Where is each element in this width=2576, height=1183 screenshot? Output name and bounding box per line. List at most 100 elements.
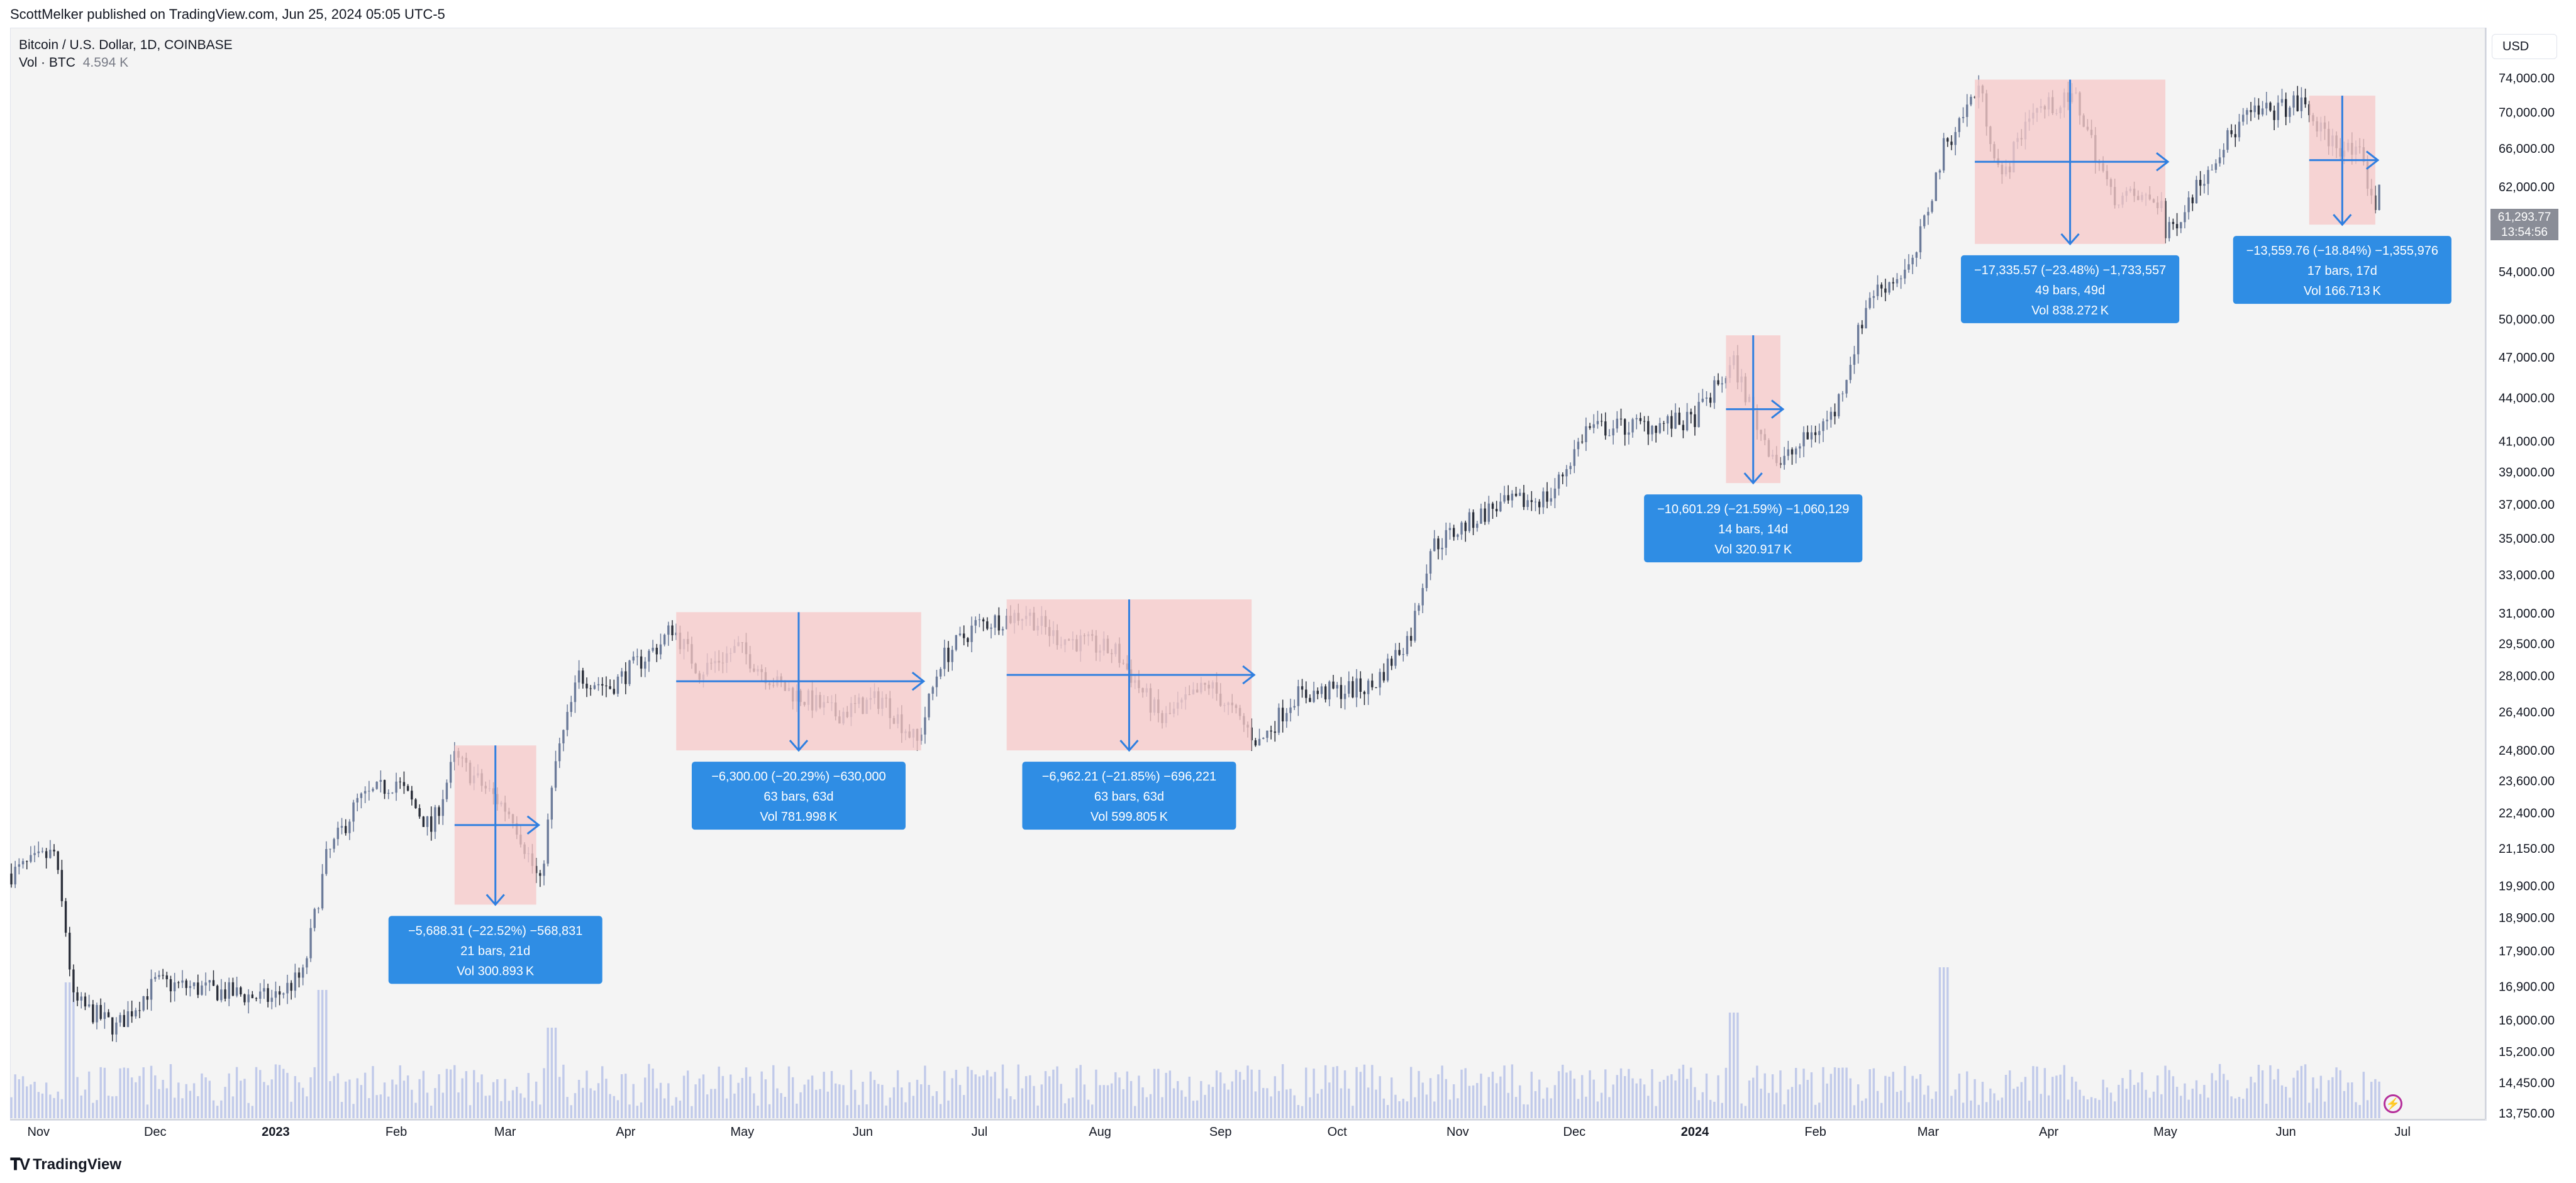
volume-bar: [49, 1094, 52, 1118]
candle-body: [1429, 551, 1432, 574]
volume-bar: [1857, 1084, 1860, 1118]
volume-bar: [2300, 1065, 2303, 1118]
volume-bar: [1519, 1085, 1521, 1118]
volume-bar: [1433, 1101, 1436, 1118]
price-tick-label: 47,000.00: [2499, 351, 2555, 365]
candle-body: [150, 979, 153, 1000]
volume-bar: [1328, 1082, 1331, 1118]
volume-bar: [1445, 1079, 1448, 1118]
volume-bar: [2273, 1079, 2275, 1118]
candle-body: [1845, 380, 1848, 394]
volume-bar: [414, 1102, 417, 1118]
candle-body: [931, 687, 934, 694]
candle-body: [2172, 221, 2175, 225]
candle-body: [2203, 184, 2206, 186]
volume-bar: [21, 1076, 25, 1118]
candle-body: [986, 621, 989, 629]
candle-body: [1379, 672, 1381, 688]
volume-bar: [1106, 1085, 1109, 1118]
volume-bar: [1899, 1090, 1902, 1118]
volume-bar: [748, 1076, 752, 1118]
volume-bar: [1573, 1079, 1576, 1118]
volume-bar: [1838, 1067, 1840, 1118]
volume-bar: [76, 1077, 79, 1118]
time-tick-label: Nov: [1446, 1125, 1469, 1139]
volume-bar: [177, 1082, 180, 1118]
candle-body: [935, 676, 938, 687]
measure-label-line: Vol 599.805 K: [1091, 810, 1169, 824]
time-tick-label: Aug: [1089, 1125, 1111, 1139]
candle-body: [1359, 678, 1362, 692]
symbol-legend[interactable]: Bitcoin / U.S. Dollar, 1D, COINBASE: [19, 38, 233, 52]
candle-body: [1352, 681, 1354, 697]
candle-body: [1464, 522, 1467, 531]
volume-bar: [1332, 1067, 1335, 1118]
volume-bar: [10, 1097, 13, 1118]
volume-bar: [1526, 1104, 1529, 1118]
volume-bar: [1208, 1084, 1210, 1118]
candle-body: [928, 694, 930, 718]
candle-body: [96, 1004, 98, 1023]
candle-body: [2214, 163, 2218, 170]
volume-bar: [577, 1079, 580, 1118]
volume-bar: [710, 1089, 713, 1118]
volume-bar: [1484, 1106, 1486, 1118]
volume-bar: [2331, 1077, 2334, 1118]
volume-bar: [718, 1066, 720, 1118]
volume-bar: [2358, 1105, 2361, 1118]
volume-bar: [1227, 1089, 1230, 1118]
candle-body: [1884, 288, 1887, 293]
volume-bar: [212, 1100, 215, 1118]
price-tick-label: 44,000.00: [2499, 391, 2555, 405]
price-tick-label: 33,000.00: [2499, 569, 2555, 582]
volume-bar: [1589, 1070, 1591, 1118]
volume-bar: [881, 1084, 884, 1118]
candle-body: [667, 625, 670, 635]
candle-body: [1550, 498, 1552, 502]
volume-bar: [889, 1097, 891, 1118]
volume-bar: [523, 1097, 526, 1118]
candle-body: [1398, 650, 1401, 655]
candle-body: [967, 638, 969, 642]
candle-body: [1382, 672, 1385, 681]
volume-bar: [1767, 1092, 1770, 1118]
price-tick-label: 41,000.00: [2499, 435, 2555, 448]
time-tick-label: 2023: [262, 1125, 290, 1139]
volume-bar: [204, 1077, 207, 1118]
volume-bar: [609, 1094, 611, 1118]
volume-bar: [1363, 1064, 1366, 1118]
candle-body: [1818, 431, 1821, 435]
volume-bar: [1153, 1069, 1156, 1118]
volume-bar: [1052, 1069, 1055, 1118]
candle-body: [387, 792, 390, 794]
lightning-icon[interactable]: ⚡: [2384, 1094, 2402, 1113]
volume-bar: [1865, 1098, 1867, 1118]
price-tick-label: 35,000.00: [2499, 532, 2555, 546]
volume-bar: [216, 1106, 219, 1118]
volume-bar: [1884, 1075, 1887, 1118]
candle-body: [2199, 179, 2202, 186]
candle-body: [344, 826, 347, 833]
candle-body: [445, 782, 448, 799]
volume-bar: [869, 1071, 872, 1118]
currency-button[interactable]: USD: [2492, 34, 2557, 59]
candle-body: [30, 855, 32, 862]
volume-bar: [1577, 1099, 1580, 1118]
candle-body: [2250, 109, 2252, 113]
volume-bar: [1141, 1087, 1144, 1118]
candle-body: [1460, 522, 1463, 535]
measure-label-box: [1022, 762, 1236, 830]
candle-body: [1923, 215, 1926, 226]
price-tick-label: 39,000.00: [2499, 465, 2555, 479]
volume-bar: [834, 1083, 837, 1118]
candle-body: [1904, 269, 1906, 279]
volume-bar: [1701, 1092, 1704, 1118]
volume-bar: [2195, 1080, 2198, 1118]
volume-bar: [1542, 1098, 1545, 1118]
volume-legend[interactable]: Vol · BTC 4.594 K: [19, 55, 128, 70]
volume-bar: [364, 1072, 367, 1118]
tradingview-footer: 𝐓V TradingView: [10, 1155, 121, 1175]
volume-bar: [819, 1089, 821, 1118]
candle-body: [313, 909, 316, 928]
